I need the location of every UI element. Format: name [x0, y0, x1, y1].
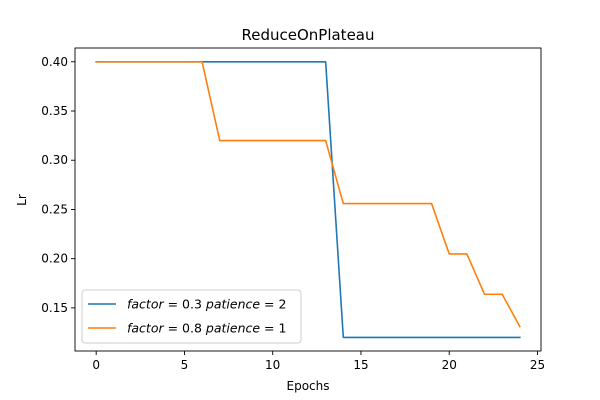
legend-box	[81, 289, 302, 344]
y-tick-label: 0.25	[41, 202, 68, 216]
x-tick-label: 5	[181, 358, 189, 372]
y-tick-label: 0.40	[41, 55, 68, 69]
x-axis-label: Epochs	[287, 379, 330, 393]
x-tick-label: 25	[530, 358, 545, 372]
legend-entry: factor = 0.8 patience = 1	[127, 321, 286, 336]
axes-frame	[74, 47, 542, 352]
x-tick-label: 15	[353, 358, 368, 372]
x-tick-label: 0	[92, 358, 100, 372]
plot-area: 0 5 10 15 20 25 0.15 0.20 0.25 0.30 0.35 0.40	[41, 47, 545, 372]
y-tick-label: 0.20	[41, 252, 68, 266]
legend-entry: factor = 0.3 patience = 2	[127, 297, 286, 312]
chart-title: ReduceOnPlateau	[241, 26, 374, 44]
x-tick-label: 10	[265, 358, 280, 372]
x-tick-label: 20	[442, 358, 457, 372]
y-axis-label: Lr	[15, 194, 29, 206]
series-line-2	[95, 60, 521, 328]
y-tick-label: 0.35	[41, 104, 68, 118]
y-tick-label: 0.15	[41, 301, 68, 315]
legend: factor = 0.3 patience = 2 factor = 0.8 pa…	[81, 289, 302, 344]
y-tick-label: 0.30	[41, 153, 68, 167]
